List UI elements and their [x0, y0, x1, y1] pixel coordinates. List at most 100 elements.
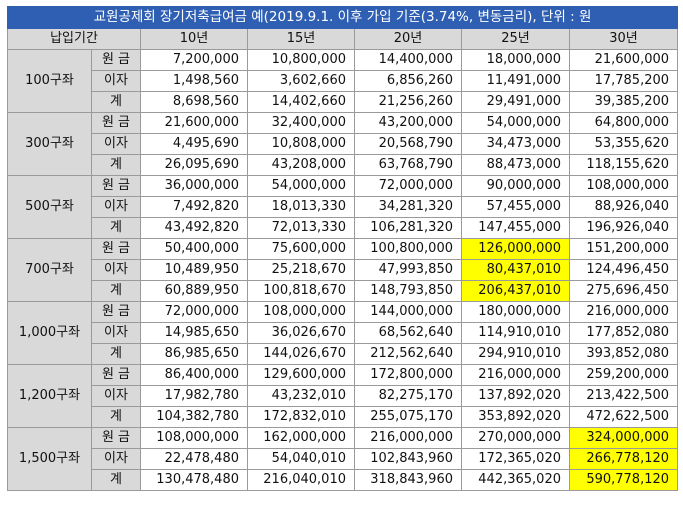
table-row: 1,000구좌 원 금 72,000,000 108,000,000 144,000,0…: [7, 301, 679, 365]
value-cell: 20,568,790: [354, 133, 462, 155]
period-25y: 25년: [461, 28, 570, 50]
value-cell: 39,385,200: [568, 91, 679, 113]
value-cell: 54,000,000: [461, 112, 570, 134]
value-cell: 318,843,960: [354, 469, 462, 491]
value-cell: 60,889,950: [140, 280, 248, 302]
value-cell: 10,800,000: [247, 49, 355, 71]
value-cell: 162,000,000: [247, 427, 355, 449]
table-title: 교원공제회 장기저축급여금 예(2019.9.1. 이후 가입 기준(3.74%…: [6, 6, 679, 29]
value-cell: 11,491,000: [461, 70, 570, 92]
table-row: 이자 1,498,560 3,602,660 6,856,260 11,491,000 1…: [8, 70, 679, 92]
value-cell: 88,926,040: [568, 196, 679, 218]
value-cell: 177,852,080: [568, 322, 679, 344]
value-cell: 104,382,780: [140, 406, 248, 428]
value-cell: 34,281,320: [354, 196, 462, 218]
value-cell: 3,602,660: [247, 70, 355, 92]
table-row: 700구좌 원 금 50,400,000 75,600,000 100,800,000 1…: [7, 238, 679, 302]
value-cell: 36,026,670: [247, 322, 355, 344]
value-cell: 275,696,450: [568, 280, 679, 302]
value-cell: 144,000,000: [354, 301, 462, 323]
value-cell: 100,818,670: [247, 280, 355, 302]
table-row: 계 130,478,480 216,040,010 318,843,960 442,36…: [8, 469, 679, 491]
value-cell: 216,000,000: [461, 364, 570, 386]
value-cell: 255,075,170: [354, 406, 462, 428]
row-label-total: 계: [91, 406, 141, 428]
value-cell: 14,400,000: [354, 49, 462, 71]
table-row: 100구좌 원 금 7,200,000 10,800,000 14,400,000 18,…: [7, 49, 679, 113]
value-cell: 108,000,000: [140, 427, 248, 449]
value-cell: 50,400,000: [140, 238, 248, 260]
value-cell: 7,492,820: [140, 196, 248, 218]
table-row: 500구좌 원 금 36,000,000 54,000,000 72,000,000 90…: [7, 175, 679, 239]
value-cell: 43,200,000: [354, 112, 462, 134]
table-row: 1,500구좌 원 금 108,000,000 162,000,000 216,000,…: [7, 427, 679, 491]
value-cell: 6,856,260: [354, 70, 462, 92]
period-15y: 15년: [247, 28, 355, 50]
value-cell: 4,495,690: [140, 133, 248, 155]
value-cell: 270,000,000: [461, 427, 570, 449]
value-cell: 90,000,000: [461, 175, 570, 197]
value-cell: 472,622,500: [568, 406, 679, 428]
table-row: 계 104,382,780 172,832,010 255,075,170 353,89…: [8, 406, 679, 428]
value-cell: 57,455,000: [461, 196, 570, 218]
table-row: 이자 7,492,820 18,013,330 34,281,320 57,455,00…: [8, 196, 679, 218]
value-cell: 172,832,010: [247, 406, 355, 428]
value-cell: 88,473,000: [461, 154, 570, 176]
value-cell: 213,422,500: [568, 385, 679, 407]
value-cell: 21,256,260: [354, 91, 462, 113]
row-label-principal: 원 금: [91, 364, 141, 386]
value-cell: 18,013,330: [247, 196, 355, 218]
value-cell: 53,355,620: [568, 133, 679, 155]
row-label-interest: 이자: [91, 133, 141, 155]
value-cell: 17,982,780: [140, 385, 248, 407]
row-label-principal: 원 금: [91, 49, 141, 71]
value-cell: 29,491,000: [461, 91, 570, 113]
row-label-total: 계: [91, 217, 141, 239]
group-label: 100구좌: [7, 49, 92, 113]
value-cell: 148,793,850: [354, 280, 462, 302]
row-label-interest: 이자: [91, 322, 141, 344]
table-row: 300구좌 원 금 21,600,000 32,400,000 43,200,000 54…: [7, 112, 679, 176]
value-cell: 25,218,670: [247, 259, 355, 281]
value-cell: 442,365,020: [461, 469, 570, 491]
row-label-principal: 원 금: [91, 175, 141, 197]
row-label-principal: 원 금: [91, 301, 141, 323]
value-cell: 86,400,000: [140, 364, 248, 386]
row-label-interest: 이자: [91, 385, 141, 407]
value-cell: 10,489,950: [140, 259, 248, 281]
row-label-total: 계: [91, 343, 141, 365]
value-cell: 196,926,040: [568, 217, 679, 239]
row-label-total: 계: [91, 154, 141, 176]
value-cell: 266,778,120: [568, 448, 679, 470]
value-cell: 75,600,000: [247, 238, 355, 260]
period-10y: 10년: [140, 28, 248, 50]
group-label: 700구좌: [7, 238, 92, 302]
value-cell: 54,000,000: [247, 175, 355, 197]
value-cell: 206,437,010: [461, 280, 570, 302]
value-cell: 151,200,000: [568, 238, 679, 260]
value-cell: 137,892,020: [461, 385, 570, 407]
value-cell: 14,402,660: [247, 91, 355, 113]
value-cell: 130,478,480: [140, 469, 248, 491]
row-label-principal: 원 금: [91, 427, 141, 449]
table-row: 이자 17,982,780 43,232,010 82,275,170 137,892,…: [8, 385, 679, 407]
value-cell: 72,013,330: [247, 217, 355, 239]
value-cell: 216,000,000: [354, 427, 462, 449]
table-row: 이자 4,495,690 10,808,000 20,568,790 34,473,00…: [8, 133, 679, 155]
value-cell: 172,365,020: [461, 448, 570, 470]
value-cell: 72,000,000: [354, 175, 462, 197]
value-cell: 82,275,170: [354, 385, 462, 407]
group-label: 1,200구좌: [7, 364, 92, 428]
table-row: 계 86,985,650 144,026,670 212,562,640 294,910…: [8, 343, 679, 365]
table-row: 이자 22,478,480 54,040,010 102,843,960 172,365…: [8, 448, 679, 470]
value-cell: 147,455,000: [461, 217, 570, 239]
value-cell: 108,000,000: [568, 175, 679, 197]
value-cell: 212,562,640: [354, 343, 462, 365]
row-label-interest: 이자: [91, 70, 141, 92]
value-cell: 353,892,020: [461, 406, 570, 428]
value-cell: 7,200,000: [140, 49, 248, 71]
table-row: 계 60,889,950 100,818,670 148,793,850 206,437…: [8, 280, 679, 302]
group-label: 1,000구좌: [7, 301, 92, 365]
value-cell: 324,000,000: [568, 427, 679, 449]
value-cell: 64,800,000: [568, 112, 679, 134]
